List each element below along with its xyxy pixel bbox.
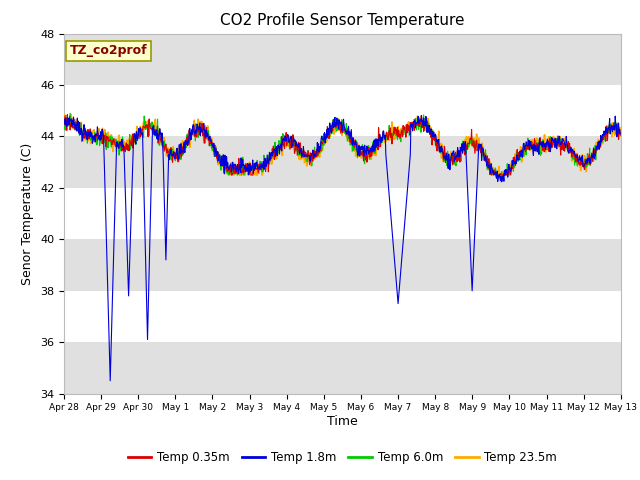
Y-axis label: Senor Temperature (C): Senor Temperature (C) [22, 143, 35, 285]
Bar [64, 188, 621, 240]
Title: CO2 Profile Sensor Temperature: CO2 Profile Sensor Temperature [220, 13, 465, 28]
Legend: Temp 0.35m, Temp 1.8m, Temp 6.0m, Temp 23.5m: Temp 0.35m, Temp 1.8m, Temp 6.0m, Temp 2… [123, 446, 562, 469]
Text: TZ_co2prof: TZ_co2prof [70, 44, 147, 58]
Bar [64, 291, 621, 342]
X-axis label: Time: Time [327, 415, 358, 428]
Bar [64, 85, 621, 136]
